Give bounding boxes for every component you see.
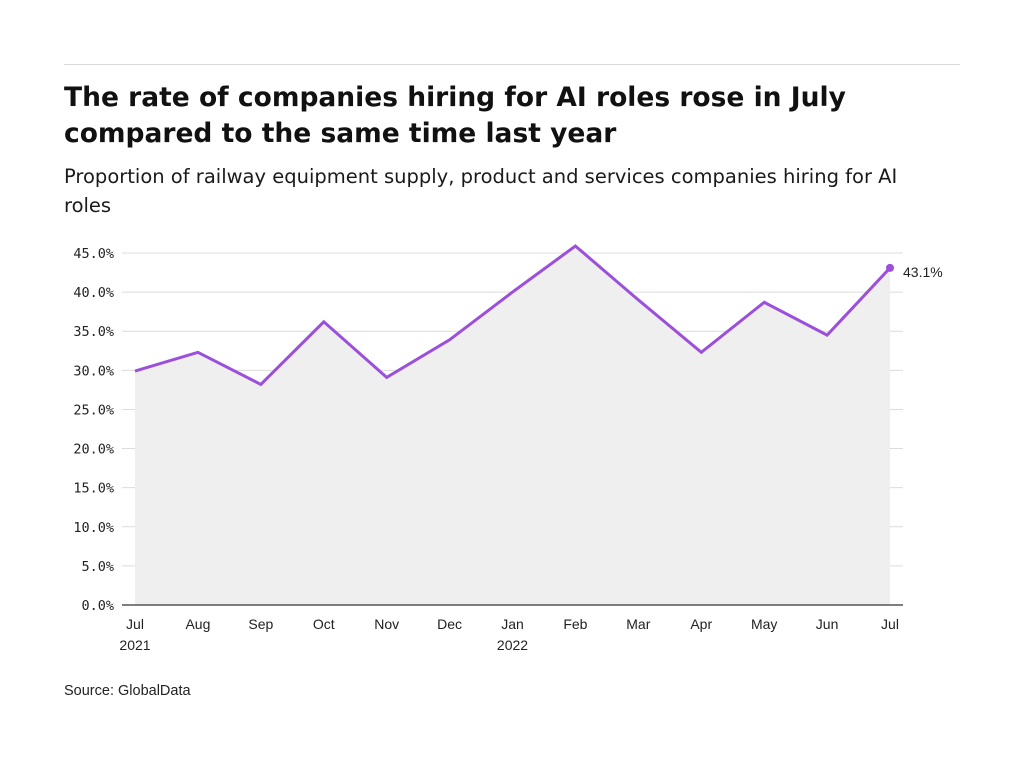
y-tick-label: 10.0%: [73, 520, 114, 536]
end-value-label: 43.1%: [903, 264, 943, 280]
x-axis-ticks: Jul 2021 Aug Sep Oct Nov Dec Jan 2022 Feb Mar Apr Ma…: [119, 616, 899, 653]
end-point-marker: [886, 263, 894, 272]
x-tick-label: 2022: [497, 637, 528, 653]
y-tick-label: 45.0%: [73, 246, 114, 262]
y-tick-label: 25.0%: [73, 402, 114, 418]
y-tick-label: 30.0%: [73, 363, 114, 379]
x-tick-label: Aug: [185, 616, 210, 632]
x-tick-label: Mar: [626, 616, 650, 632]
x-tick-label: Sep: [248, 616, 273, 632]
top-divider: [64, 64, 960, 65]
y-tick-label: 0.0%: [81, 598, 114, 614]
x-tick-label: Jun: [816, 616, 839, 632]
y-tick-label: 15.0%: [73, 481, 114, 497]
chart-title: The rate of companies hiring for AI role…: [64, 82, 846, 149]
x-tick-label: Dec: [437, 616, 462, 632]
x-tick-label: Apr: [690, 616, 712, 632]
source-note: Source: GlobalData: [64, 683, 191, 699]
y-tick-label: 35.0%: [73, 324, 114, 340]
x-tick-label: Feb: [563, 616, 587, 632]
y-tick-label: 40.0%: [73, 285, 114, 301]
y-tick-label: 5.0%: [81, 559, 114, 575]
chart-subtitle: Proportion of railway equipment supply, …: [64, 165, 898, 217]
y-tick-label: 20.0%: [73, 442, 114, 458]
x-tick-label: May: [751, 616, 777, 632]
series-line: [134, 244, 892, 387]
x-tick-label: Nov: [374, 616, 399, 632]
area-fill: [135, 246, 890, 605]
y-axis-ticks: 0.0% 5.0% 10.0% 15.0% 20.0% 25.0% 30.0% 35.0% 40…: [73, 246, 114, 614]
x-tick-label: Jul: [881, 616, 899, 632]
x-tick-label: Oct: [313, 616, 335, 632]
x-tick-label: Jan: [501, 616, 524, 632]
x-tick-label: 2021: [119, 637, 150, 653]
x-tick-label: Jul: [126, 616, 144, 632]
